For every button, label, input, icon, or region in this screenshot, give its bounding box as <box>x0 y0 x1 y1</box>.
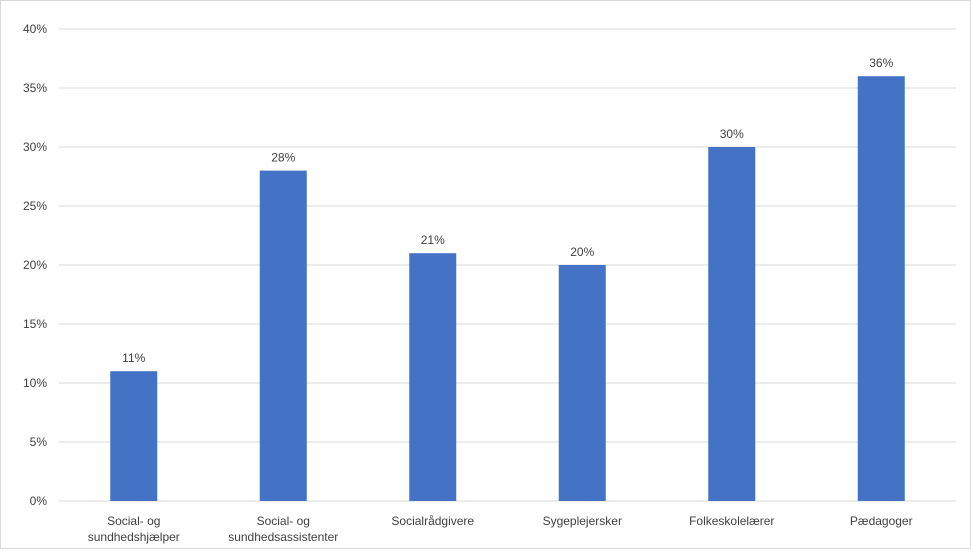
y-tick-label: 40% <box>23 22 47 36</box>
data-label: 11% <box>122 351 145 365</box>
bar <box>558 265 606 501</box>
bars <box>110 76 905 501</box>
x-tick-label: Sygeplejersker <box>543 514 622 528</box>
y-tick-label: 10% <box>23 376 47 390</box>
x-axis: Social- og sundhedshjælper Social- og sundh… <box>88 514 913 544</box>
y-tick-label: 25% <box>23 199 47 213</box>
x-tick-label: Social- og <box>107 514 160 528</box>
bar <box>708 147 756 501</box>
x-tick-label: Social- og <box>257 514 310 528</box>
data-label: 21% <box>421 233 445 247</box>
x-tick-label: Pædagoger <box>850 514 913 528</box>
y-tick-label: 35% <box>23 81 47 95</box>
x-tick-label: sundhedsassistenter <box>228 530 338 544</box>
x-tick-label: sundhedshjælper <box>88 530 180 544</box>
data-label: 20% <box>570 245 594 259</box>
bar <box>259 170 307 501</box>
data-label: 30% <box>720 127 744 141</box>
y-tick-label: 5% <box>30 435 48 449</box>
y-tick-label: 0% <box>30 494 48 508</box>
data-label: 28% <box>271 151 295 165</box>
x-tick-label: Socialrådgivere <box>391 514 474 528</box>
y-tick-label: 15% <box>23 317 47 331</box>
y-axis: 0% 5% 10% 15% 20% 25% 30% 35% 40% <box>23 22 47 508</box>
data-labels: 11% 28% 21% 20% 30% 36% <box>122 56 893 365</box>
data-label: 36% <box>869 56 893 70</box>
x-tick-label: Folkeskolelærer <box>689 514 774 528</box>
bar <box>409 253 457 501</box>
y-tick-label: 30% <box>23 140 47 154</box>
bar <box>857 76 905 501</box>
bar <box>110 371 158 501</box>
gridlines <box>59 28 956 502</box>
y-tick-label: 20% <box>23 258 47 272</box>
